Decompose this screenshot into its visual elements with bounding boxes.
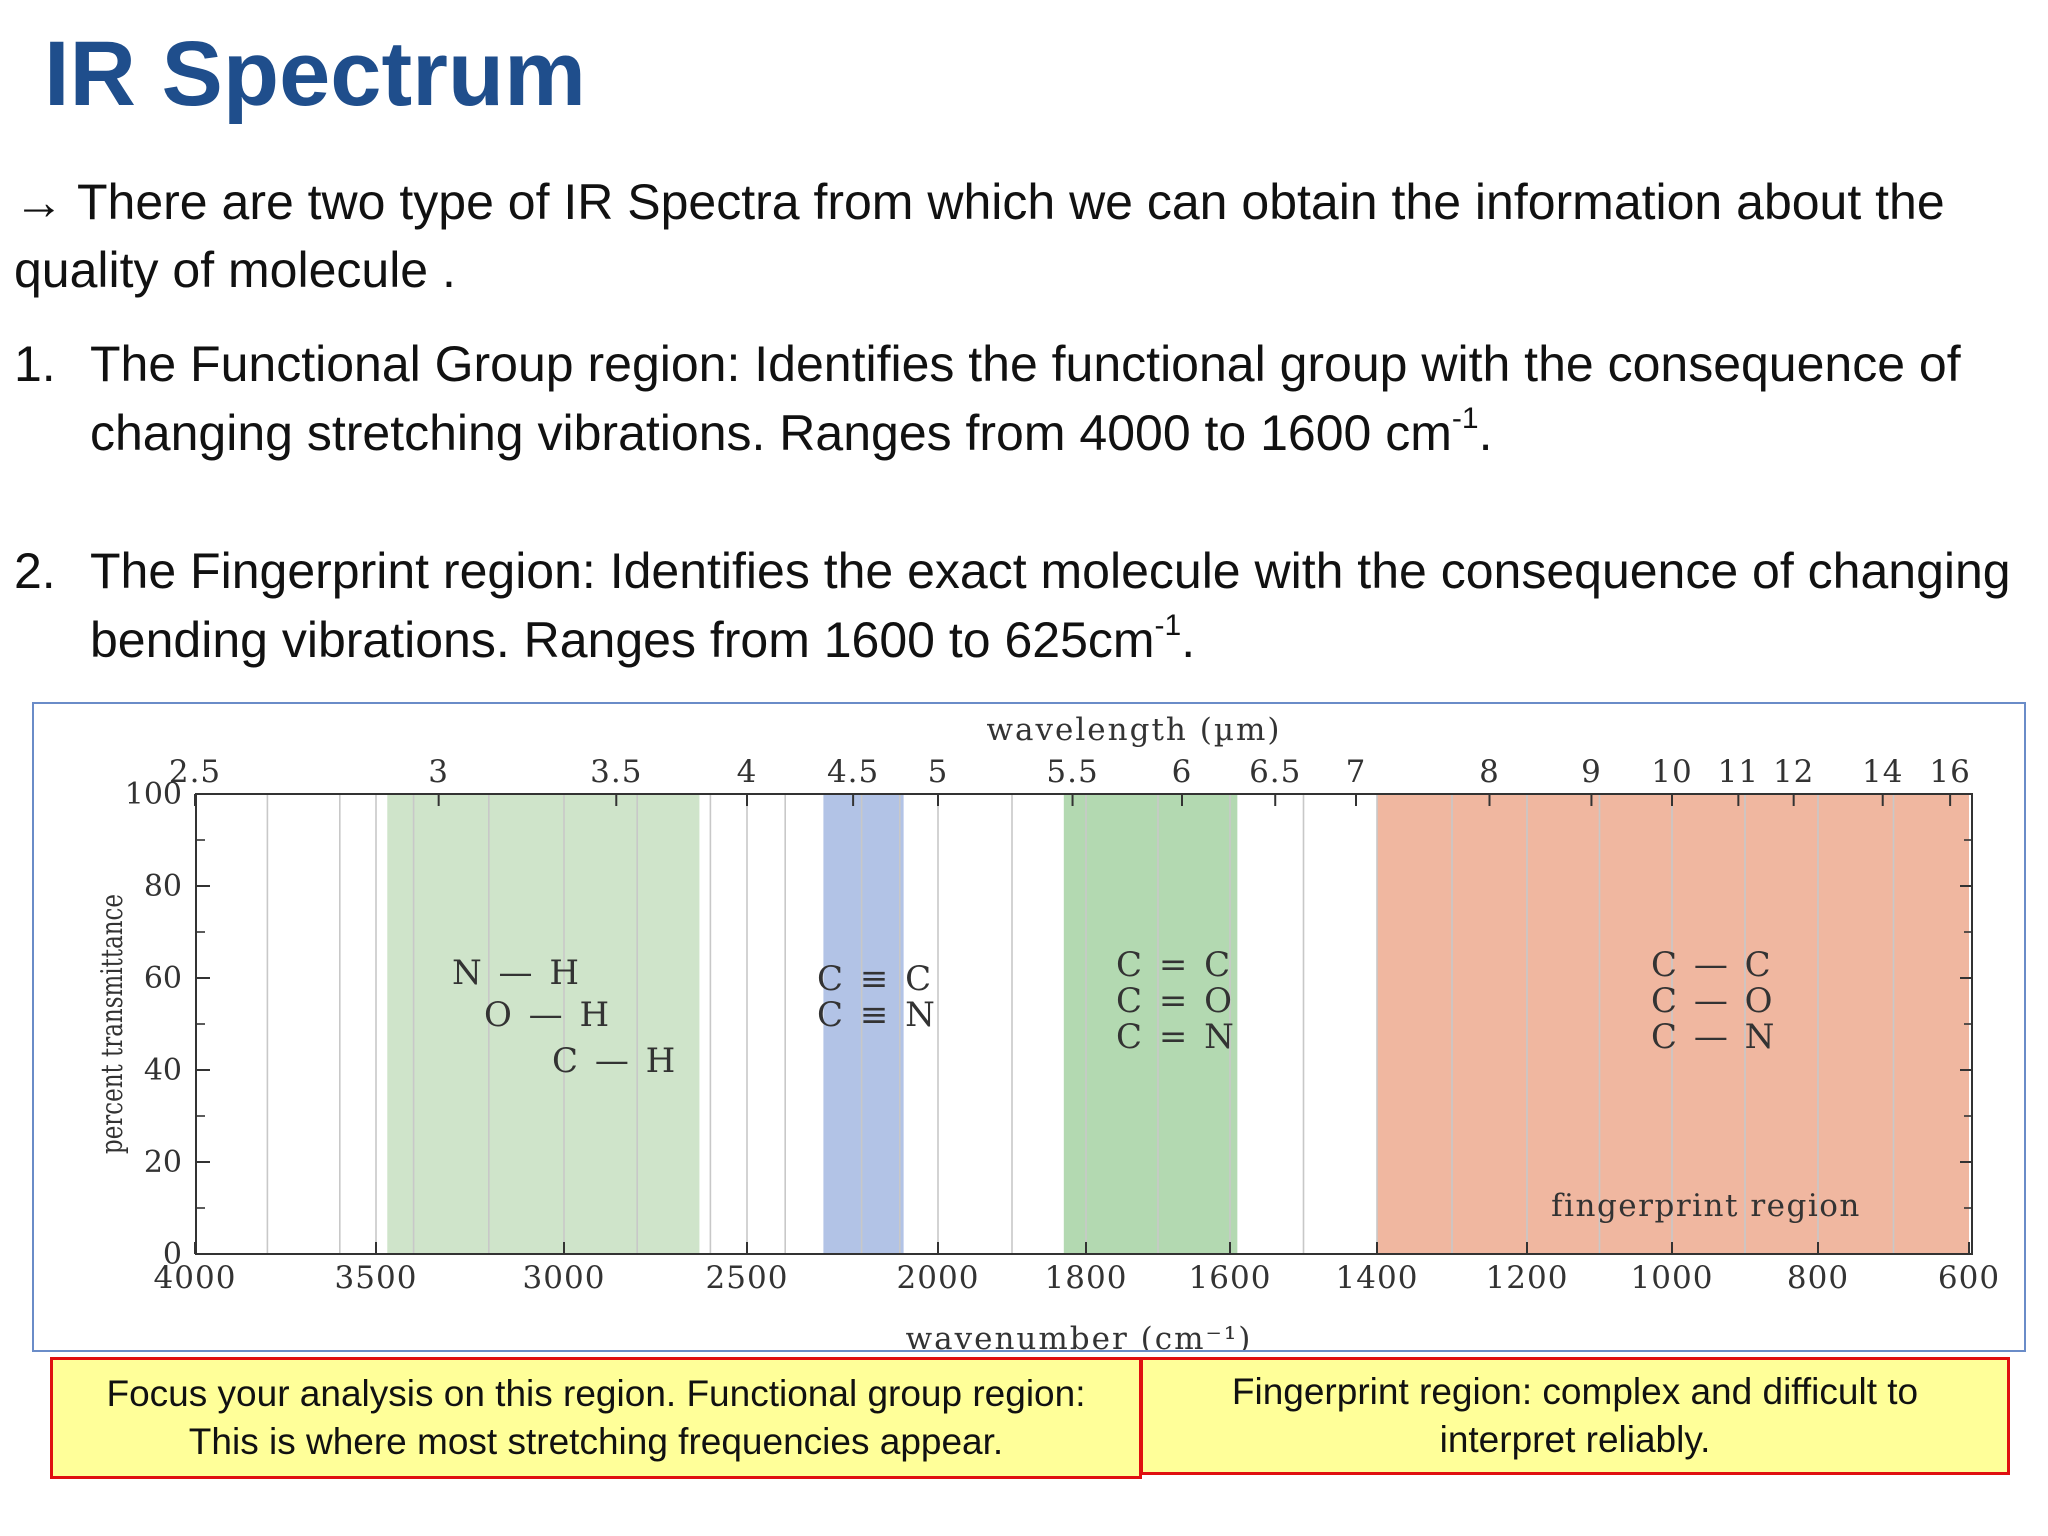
bond-label-3-1: C — O xyxy=(1651,981,1776,1021)
x-tick-label: 2500 xyxy=(706,1260,789,1296)
y-tick-label: 100 xyxy=(125,777,182,812)
bond-label-3-2: C — N xyxy=(1651,1017,1777,1057)
list-number: 1. xyxy=(14,336,56,392)
bond-label-2-0: C = C xyxy=(1116,945,1233,985)
unit-superscript: -1 xyxy=(1154,609,1182,643)
top-tick-label: 7 xyxy=(1346,754,1367,790)
top-tick-label: 10 xyxy=(1651,754,1692,790)
x-tick-label: 1000 xyxy=(1631,1260,1714,1296)
note-fingerprint: Fingerprint region: complex and difficul… xyxy=(1140,1357,2010,1475)
bond-label-3-0: C — C xyxy=(1651,945,1774,985)
x-tick-label: 1200 xyxy=(1486,1260,1569,1296)
bond-label-1-1: C ≡ N xyxy=(817,995,938,1035)
top-tick-label: 5 xyxy=(928,754,949,790)
top-tick-label: 3.5 xyxy=(590,754,642,790)
bond-label-0-2: C — H xyxy=(552,1041,678,1081)
region-band-2 xyxy=(1063,794,1238,1254)
list-item-text: The Functional Group region: Identifies … xyxy=(90,330,2034,468)
top-tick-label: 8 xyxy=(1479,754,1500,790)
region-band-0 xyxy=(387,794,700,1254)
region-band-3 xyxy=(1377,794,1969,1254)
top-tick-label: 6 xyxy=(1172,754,1193,790)
x-tick-label: 1400 xyxy=(1336,1260,1419,1296)
top-tick-label: 3 xyxy=(428,754,449,790)
top-tick-label: 4 xyxy=(737,754,758,790)
list-number: 2. xyxy=(14,543,56,599)
intro-text: There are two type of IR Spectra from wh… xyxy=(14,174,1945,298)
x-tick-label: 4000 xyxy=(154,1260,237,1296)
top-tick-label: 4.5 xyxy=(827,754,879,790)
region-band-1 xyxy=(823,794,904,1254)
x-tick-label: 3000 xyxy=(523,1260,606,1296)
y-tick-label: 20 xyxy=(144,1145,182,1180)
top-tick-label: 6.5 xyxy=(1249,754,1301,790)
top-tick-label: 14 xyxy=(1862,754,1903,790)
list-item-body: The Functional Group region: Identifies … xyxy=(90,336,1961,461)
arrow-icon: → xyxy=(14,174,64,230)
slide-title: IR Spectrum xyxy=(44,23,586,125)
y-tick-label: 0 xyxy=(163,1237,182,1272)
x-tick-label: 800 xyxy=(1787,1260,1849,1296)
list-item-end: . xyxy=(1478,405,1493,461)
x-tick-label: 1600 xyxy=(1189,1260,1272,1296)
top-axis-label: wavelength (µm) xyxy=(987,712,1282,748)
x-tick-label: 3500 xyxy=(335,1260,418,1296)
y-tick-label: 80 xyxy=(144,869,182,904)
bond-label-2-1: C = O xyxy=(1116,981,1235,1021)
x-tick-label: 1800 xyxy=(1045,1260,1128,1296)
top-tick-label: 16 xyxy=(1929,754,1970,790)
fingerprint-caption: fingerprint region xyxy=(1551,1188,1861,1224)
y-tick-label: 40 xyxy=(144,1053,182,1088)
intro-paragraph: → There are two type of IR Spectra from … xyxy=(14,168,1994,304)
top-tick-label: 9 xyxy=(1581,754,1602,790)
list-item-body: The Fingerprint region: Identifies the e… xyxy=(90,543,2011,668)
list-item-text: The Fingerprint region: Identifies the e… xyxy=(90,537,2034,675)
x-tick-label: 2000 xyxy=(897,1260,980,1296)
ir-chart-frame: 0 20 40 60 80 100 percent transmittance 4000 350… xyxy=(32,702,2026,1352)
note-functional-group: Focus your analysis on this region. Func… xyxy=(50,1357,1142,1479)
bond-label-0-0: N — H xyxy=(452,953,582,993)
list-item-end: . xyxy=(1181,612,1196,668)
top-tick-label: 5.5 xyxy=(1046,754,1098,790)
y-axis-label: percent transmittance xyxy=(95,894,130,1154)
ir-chart: 0 20 40 60 80 100 percent transmittance 4000 350… xyxy=(95,712,2000,1350)
x-tick-label: 600 xyxy=(1938,1260,2000,1296)
unit-superscript: -1 xyxy=(1451,402,1479,436)
x-axis-label: wavenumber (cm⁻¹) xyxy=(906,1321,1253,1350)
bond-label-0-1: O — H xyxy=(484,995,612,1035)
top-tick-label: 11 xyxy=(1718,754,1759,790)
bond-label-1-0: C ≡ C xyxy=(817,959,934,999)
y-tick-label: 60 xyxy=(144,961,182,996)
top-tick-label: 12 xyxy=(1773,754,1814,790)
top-tick-label: 2.5 xyxy=(169,754,221,790)
bond-label-2-2: C = N xyxy=(1116,1017,1237,1057)
